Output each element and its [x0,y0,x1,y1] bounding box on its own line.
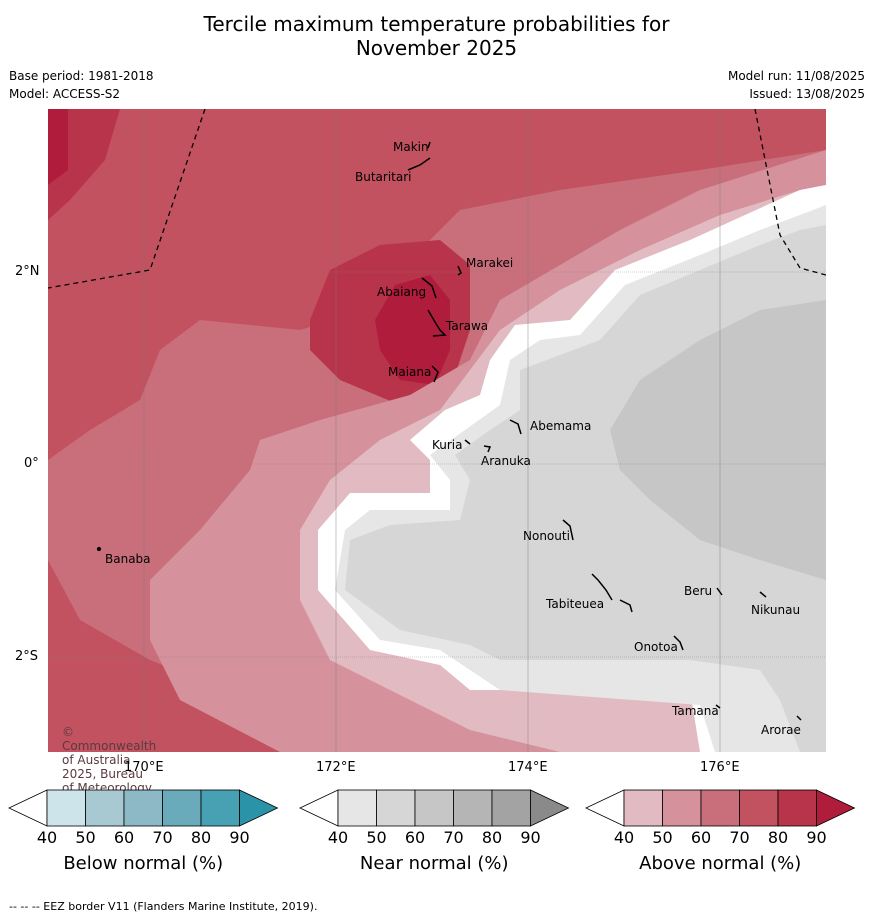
colorbar-swatch [200,789,240,827]
map-title: Tercile maximum temperature probabilitie… [0,12,873,60]
colorbar-tick: 60 [690,828,712,847]
grid-lines [48,109,826,752]
label-arorae: Arorae [761,723,801,737]
colorbar-2 [585,789,856,827]
colorbar-swatch [376,789,416,827]
issued-date: Issued: 13/08/2025 [749,87,865,101]
label-onotoa: Onotoa [634,640,678,654]
colorbar-1 [299,789,570,827]
title-line-2: November 2025 [355,36,518,60]
colorbar-swatch [123,789,163,827]
model-name: Model: ACCESS-S2 [9,87,121,101]
meta-right: Model run: 11/08/2025 Issued: 13/08/2025 [728,67,865,103]
eez-border [48,109,826,289]
lon-label-176: 176°E [700,760,740,775]
colorbar-swatch [337,789,377,827]
base-period: Base period: 1981-2018 [9,69,154,83]
colorbar-swatch [162,789,202,827]
colorbar-swatch [414,789,454,827]
label-beru: Beru [684,584,713,598]
model-run: Model run: 11/08/2025 [727,69,865,83]
colorbar-tick: 70 [152,828,173,847]
colorbar-high-extension [530,789,570,827]
colorbar-high-extension [239,789,279,827]
colorbar-tick: 90 [520,828,541,847]
lat-label-2s: 2°S [15,649,39,664]
colorbar-swatch [662,789,702,827]
label-makin: Makin [393,140,429,154]
lon-label-170: 170°E [124,760,164,775]
islands [96,141,802,721]
label-banaba: Banaba [105,552,151,566]
label-butaritari: Butaritari [355,170,412,184]
lat-label-0: 0° [24,456,39,471]
colorbar-tick: 80 [767,828,789,847]
meta-left: Base period: 1981-2018 Model: ACCESS-S2 [9,67,154,103]
lat-label-2n: 2°N [15,264,40,279]
colorbar-tick: 70 [443,828,464,847]
label-aranuka: Aranuka [481,454,531,468]
lon-label-172: 172°E [316,760,356,775]
colorbar-tick: 60 [404,828,426,847]
colorbar-swatch [777,789,817,827]
label-nikunau: Nikunau [751,603,801,617]
colorbar-tick: 70 [729,828,750,847]
label-nonouti: Nonouti [523,529,570,543]
colorbar-label: Near normal (%) [359,853,509,874]
colorbar-swatch [453,789,493,827]
label-tarawa: Tarawa [446,319,489,333]
label-marakei: Marakei [466,256,514,270]
label-tabiteuea: Tabiteuea [546,597,605,611]
colorbar-tick: 90 [806,828,827,847]
map-field [48,109,826,752]
colorbar-tick: 80 [190,828,212,847]
colorbar-low-extension [299,789,339,827]
label-maiana: Maiana [388,365,432,379]
colorbar-swatch [46,789,86,827]
label-tamana: Tamana [672,704,719,718]
colorbar-low-extension [585,789,625,827]
lon-label-174: 174°E [508,760,548,775]
colorbar-label: Above normal (%) [639,853,802,874]
colorbar-tick: 80 [481,828,503,847]
colorbar-swatch [623,789,663,827]
colorbar-swatch [739,789,779,827]
colorbar-tick: 40 [327,828,349,847]
colorbar-tick: 40 [36,828,58,847]
colorbar-tick: 40 [613,828,635,847]
label-kuria: Kuria [432,438,463,452]
colorbar-high-extension [816,789,856,827]
colorbar-swatch [491,789,531,827]
colorbar-tick: 50 [75,828,96,847]
eez-footer-note: -- -- -- EEZ border V11 (Flanders Marine… [9,900,318,913]
colorbar-tick: 50 [366,828,387,847]
colorbar-label: Below normal (%) [63,853,224,874]
colorbar-tick: 60 [113,828,135,847]
label-abaiang: Abaiang [377,285,427,299]
colorbar-tick: 50 [652,828,673,847]
colorbar-tick: 90 [229,828,250,847]
colorbar-low-extension [8,789,48,827]
label-abemama: Abemama [530,419,592,433]
colorbar-0 [8,789,279,827]
colorbar-swatch [85,789,125,827]
colorbar-swatch [700,789,740,827]
title-line-1: Tercile maximum temperature probabilitie… [203,12,670,36]
